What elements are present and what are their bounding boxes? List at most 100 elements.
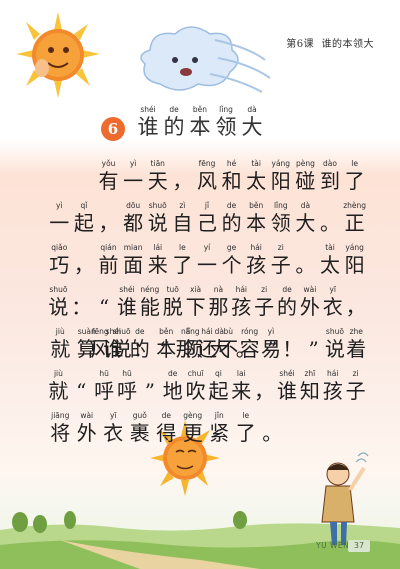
character-cell: mian 面	[121, 242, 146, 284]
character-cell: zi 子	[253, 284, 276, 326]
hanzi: ”	[144, 379, 155, 403]
pinyin: jiù	[55, 327, 65, 336]
pinyin: de	[135, 327, 145, 336]
pinyin: de	[169, 105, 179, 114]
character-cell: lǐng 领	[213, 104, 239, 139]
character-cell: pèng 碰	[293, 158, 318, 200]
paragraph-2: fēng 风 shuō 说： “nà 那 hái 还 bù 不 róng 容 yì 易！” shuō 说 zhe…	[47, 326, 367, 452]
character-cell: yí 一	[195, 242, 220, 284]
character-cell	[47, 158, 72, 200]
character-cell: gèng 更	[180, 410, 207, 452]
pinyin: hái	[201, 327, 213, 336]
hanzi: 个	[221, 253, 242, 277]
hanzi: 阳	[344, 253, 365, 277]
hanzi: 来	[147, 253, 168, 277]
pinyin: tiān	[150, 159, 165, 168]
pinyin: zì	[179, 201, 186, 210]
pinyin: yáng	[345, 243, 364, 252]
character-cell: yī 衣	[100, 410, 127, 452]
hanzi: 脱	[162, 295, 183, 319]
pinyin: lǐng	[219, 105, 233, 114]
text-line: shuō 说： “shéi 谁 néng 能 tuō 脱 xià 下 nà 那 hái 孩 zi 子 de 的 wà…	[47, 284, 367, 326]
character-cell: shéi 谁	[100, 326, 127, 368]
character-cell: fēng 风	[90, 326, 111, 368]
hanzi: 面	[123, 253, 144, 277]
character-cell	[68, 326, 89, 368]
character-cell: “	[70, 368, 93, 410]
pinyin: dà	[300, 201, 311, 210]
pinyin: nà	[213, 285, 224, 294]
character-cell: tuō 脱	[161, 284, 184, 326]
text-line: yì 一 qǐ 起， dōu 都 shuō 说 zì 自 jǐ 己 de 的 běn 本 lǐng 领 dà 大。 zh…	[47, 200, 367, 242]
pinyin: de	[282, 285, 292, 294]
text-line: yǒu 有 yì 一 tiān 天， fēng 风 hé 和 tài 太 yáng 阳 pèng 碰 dào 到 l…	[47, 158, 367, 200]
pinyin: qián	[100, 243, 117, 252]
hanzi: 有	[98, 169, 119, 193]
character-cell: le 了	[233, 410, 260, 452]
hanzi: 容	[239, 337, 260, 361]
character-cell: fēng 风	[195, 158, 220, 200]
character-cell: yǒu 有	[96, 158, 121, 200]
character-cell: néng 能	[138, 284, 161, 326]
character-cell: ：	[132, 326, 153, 368]
hanzi: 子	[254, 295, 275, 319]
hanzi: ，	[254, 379, 275, 403]
character-cell: de 得	[153, 410, 180, 452]
pinyin: hū	[99, 369, 109, 378]
hanzi: 。	[320, 211, 340, 235]
text-line: jiù 就 “hū 呼 hū 呼” de 地 chuī 吹 qi 起 lai 来， shéi 谁 zhī 知 hái…	[47, 368, 367, 410]
pinyin: wài	[80, 411, 94, 420]
pinyin: yǒu	[101, 159, 116, 168]
pinyin: zi	[261, 285, 268, 294]
character-cell: ：	[70, 284, 93, 326]
hanzi: 孩	[322, 379, 343, 403]
pinyin: yì	[56, 201, 63, 210]
pinyin: shuō	[112, 327, 131, 336]
lesson-header: 第6课 谁的本领大	[286, 35, 374, 50]
pinyin: yì	[267, 327, 275, 336]
character-cell: dà 大	[206, 326, 233, 368]
character-cell: jiù 就	[47, 368, 70, 410]
hanzi: 风	[90, 337, 111, 361]
character-cell: 。	[318, 200, 343, 242]
hanzi: ”	[267, 337, 278, 361]
hanzi: 外	[299, 295, 320, 319]
character-cell: guǒ 裹	[127, 410, 154, 452]
character-cell: de 地	[161, 368, 184, 410]
hanzi: 知	[299, 379, 320, 403]
character-cell	[47, 326, 68, 368]
sun-top-illustration	[16, 12, 100, 98]
character-cell: shéi 谁	[276, 368, 299, 410]
character-cell: 。	[259, 410, 286, 452]
hanzi: ，	[73, 253, 94, 277]
lesson-title: shéi 谁 de 的 běn 本 lǐng 领 dà 大	[135, 104, 265, 139]
hanzi: ，	[172, 169, 193, 193]
hanzi: 都	[123, 211, 144, 235]
character-cell: yì 易	[260, 326, 281, 368]
hanzi: ”	[308, 337, 319, 361]
character-cell: tài 太	[244, 158, 269, 200]
hanzi: 本	[246, 211, 267, 235]
hanzi: 本	[189, 115, 211, 139]
hanzi: 将	[50, 421, 71, 445]
pinyin: tài	[325, 243, 335, 252]
hanzi: 谁	[117, 295, 137, 319]
hanzi: 孩	[246, 253, 267, 277]
pinyin: ge	[226, 243, 237, 252]
hanzi: 一	[49, 211, 70, 235]
character-cell: ，	[253, 368, 276, 410]
hanzi: 起	[208, 379, 229, 403]
pinyin: yáng	[271, 159, 291, 168]
character-cell: hū 呼	[93, 368, 116, 410]
hanzi: 的	[129, 337, 150, 361]
character-cell: ge 个	[219, 242, 244, 284]
character-cell: tài 太	[318, 242, 343, 284]
character-cell: hū 呼	[116, 368, 139, 410]
hanzi: 的	[221, 211, 242, 235]
pinyin: néng	[140, 285, 160, 294]
character-cell: běn 本	[187, 104, 213, 139]
pinyin: hái	[235, 285, 248, 294]
pinyin: mian	[123, 243, 143, 252]
character-cell: shuō 说	[145, 200, 170, 242]
pinyin: hé	[226, 159, 237, 168]
